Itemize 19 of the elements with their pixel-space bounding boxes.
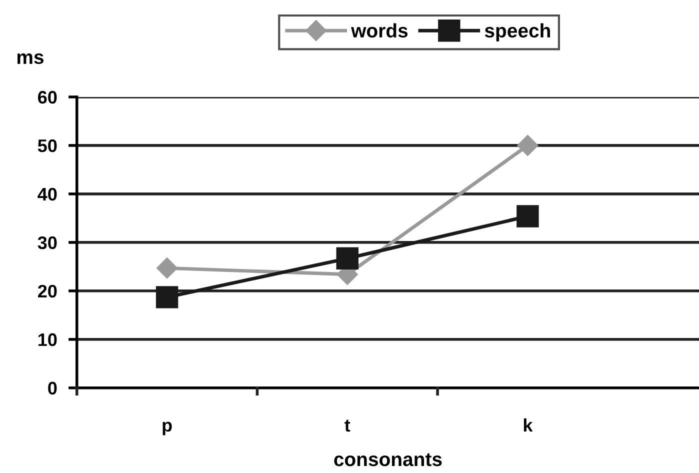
- y-tick-label: 20: [38, 284, 57, 298]
- x-tick-label: p: [162, 422, 172, 436]
- x-tick-label: t: [344, 420, 350, 432]
- y-axis-title: ms: [17, 53, 44, 64]
- point: [517, 134, 538, 156]
- point: [156, 286, 178, 308]
- point: [156, 258, 178, 279]
- y-tick-label: 10: [38, 333, 57, 346]
- x-tick-label: k: [524, 418, 533, 432]
- legend-label: words: [351, 23, 408, 38]
- point: [516, 205, 539, 228]
- point: [336, 247, 358, 270]
- y-tick-label: 30: [38, 236, 57, 250]
- legend-label: speech: [484, 23, 550, 42]
- y-tick-label: 60: [38, 90, 57, 104]
- y-tick-label: 0: [48, 382, 57, 395]
- y-tick-label: 50: [38, 139, 57, 152]
- y-tick-label: 40: [38, 188, 57, 201]
- x-axis-title: consonants: [334, 453, 442, 466]
